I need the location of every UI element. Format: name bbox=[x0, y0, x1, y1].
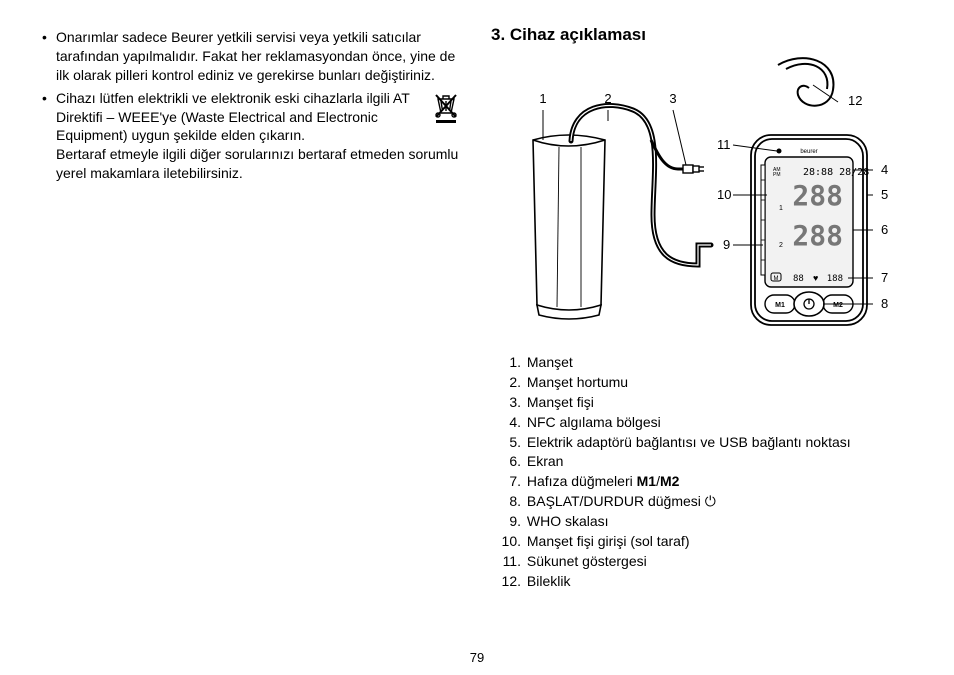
legend-text: Manşet hortumu bbox=[523, 374, 628, 390]
device-diagram: beurer AM PM 28:88 28/28 288 288 1 2 M 8… bbox=[491, 55, 914, 345]
legend-num: 2. bbox=[501, 373, 521, 392]
legend-item-4: 4. NFC algılama bölgesi bbox=[501, 413, 914, 432]
legend-text: Bileklik bbox=[523, 573, 570, 589]
bullet-repairs: Onarımlar sadece Beurer yetkili servisi … bbox=[56, 28, 463, 85]
legend-text: WHO skalası bbox=[523, 513, 609, 529]
svg-text:288: 288 bbox=[792, 179, 843, 212]
legend-text: Sükunet göstergesi bbox=[523, 553, 647, 569]
svg-text:2: 2 bbox=[779, 242, 783, 249]
legend-num: 11. bbox=[501, 552, 521, 571]
legend-text: Manşet bbox=[523, 354, 573, 370]
right-column: 3. Cihaz açıklaması bbox=[491, 24, 914, 645]
legend-num: 4. bbox=[501, 413, 521, 432]
legend-num: 9. bbox=[501, 512, 521, 531]
label-5: 5 bbox=[881, 187, 888, 202]
label-4: 4 bbox=[881, 162, 888, 177]
svg-text:M: M bbox=[773, 276, 778, 282]
legend-num: 12. bbox=[501, 572, 521, 591]
legend-item-11: 11. Sükunet göstergesi bbox=[501, 552, 914, 571]
legend-item-9: 9. WHO skalası bbox=[501, 512, 914, 531]
legend-item-8: 8. BAŞLAT/DURDUR düğmesi ⏻ bbox=[501, 492, 914, 511]
svg-text:beurer: beurer bbox=[800, 149, 817, 155]
legend-num: 8. bbox=[501, 492, 521, 511]
page-number: 79 bbox=[40, 645, 914, 667]
warning-bullets: Onarımlar sadece Beurer yetkili servisi … bbox=[40, 28, 463, 183]
diagram-rest-indicator bbox=[776, 148, 781, 153]
svg-text:288: 288 bbox=[792, 219, 843, 252]
legend-num: 5. bbox=[501, 433, 521, 452]
legend-list: 1. Manşet2. Manşet hortumu3. Manşet fişi… bbox=[491, 353, 914, 591]
legend-num: 7. bbox=[501, 472, 521, 491]
label-12: 12 bbox=[848, 93, 862, 108]
label-10: 10 bbox=[717, 187, 731, 202]
svg-text:M2: M2 bbox=[833, 302, 843, 309]
label-2: 2 bbox=[604, 91, 611, 106]
section-title: 3. Cihaz açıklaması bbox=[491, 24, 914, 47]
svg-text:88: 88 bbox=[793, 274, 804, 284]
legend-num: 1. bbox=[501, 353, 521, 372]
legend-text: Hafıza düğmeleri M1/M2 bbox=[523, 473, 679, 489]
legend-item-2: 2. Manşet hortumu bbox=[501, 373, 914, 392]
diagram-cuff bbox=[533, 135, 605, 319]
svg-text:188: 188 bbox=[826, 274, 842, 284]
legend-item-7: 7. Hafıza düğmeleri M1/M2 bbox=[501, 472, 914, 491]
bullet-weee-text-b: Bertaraf etmeyle ilgili diğer sorularını… bbox=[56, 146, 458, 181]
legend-text: Elektrik adaptörü bağlantısı ve USB bağl… bbox=[523, 434, 851, 450]
legend-num: 3. bbox=[501, 393, 521, 412]
diagram-plug bbox=[651, 140, 704, 173]
legend-item-1: 1. Manşet bbox=[501, 353, 914, 372]
svg-text:M1: M1 bbox=[775, 302, 785, 309]
diagram-bracelet bbox=[778, 58, 833, 106]
bullet-repairs-text: Onarımlar sadece Beurer yetkili servisi … bbox=[56, 29, 455, 83]
legend-num: 6. bbox=[501, 452, 521, 471]
left-column: Onarımlar sadece Beurer yetkili servisi … bbox=[40, 24, 463, 645]
legend-item-12: 12. Bileklik bbox=[501, 572, 914, 591]
legend-item-5: 5. Elektrik adaptörü bağlantısı ve USB b… bbox=[501, 433, 914, 452]
label-1: 1 bbox=[539, 91, 546, 106]
bullet-weee-text-a: Cihazı lütfen elektrikli ve elektronik e… bbox=[56, 90, 410, 144]
label-8: 8 bbox=[881, 296, 888, 311]
svg-text:1: 1 bbox=[779, 205, 783, 212]
legend-text: Manşet fişi bbox=[523, 394, 594, 410]
label-11: 11 bbox=[717, 137, 731, 152]
legend-item-3: 3. Manşet fişi bbox=[501, 393, 914, 412]
label-3: 3 bbox=[669, 91, 676, 106]
legend-item-6: 6. Ekran bbox=[501, 452, 914, 471]
bullet-weee: Cihazı lütfen elektrikli ve elektronik e… bbox=[56, 89, 463, 183]
page-columns: Onarımlar sadece Beurer yetkili servisi … bbox=[40, 24, 914, 645]
legend-item-10: 10. Manşet fişi girişi (sol taraf) bbox=[501, 532, 914, 551]
legend-text: NFC algılama bölgesi bbox=[523, 414, 661, 430]
label-9: 9 bbox=[723, 237, 730, 252]
weee-icon bbox=[431, 91, 461, 130]
label-7: 7 bbox=[881, 270, 888, 285]
svg-text:PM: PM bbox=[773, 172, 781, 178]
label-6: 6 bbox=[881, 222, 888, 237]
legend-text: Ekran bbox=[523, 453, 563, 469]
svg-text:♥: ♥ bbox=[813, 273, 818, 283]
legend-num: 10. bbox=[501, 532, 521, 551]
legend-text: Manşet fişi girişi (sol taraf) bbox=[523, 533, 689, 549]
svg-text:28:88 28/28: 28:88 28/28 bbox=[803, 167, 869, 178]
legend-text: BAŞLAT/DURDUR düğmesi ⏻ bbox=[523, 493, 716, 509]
